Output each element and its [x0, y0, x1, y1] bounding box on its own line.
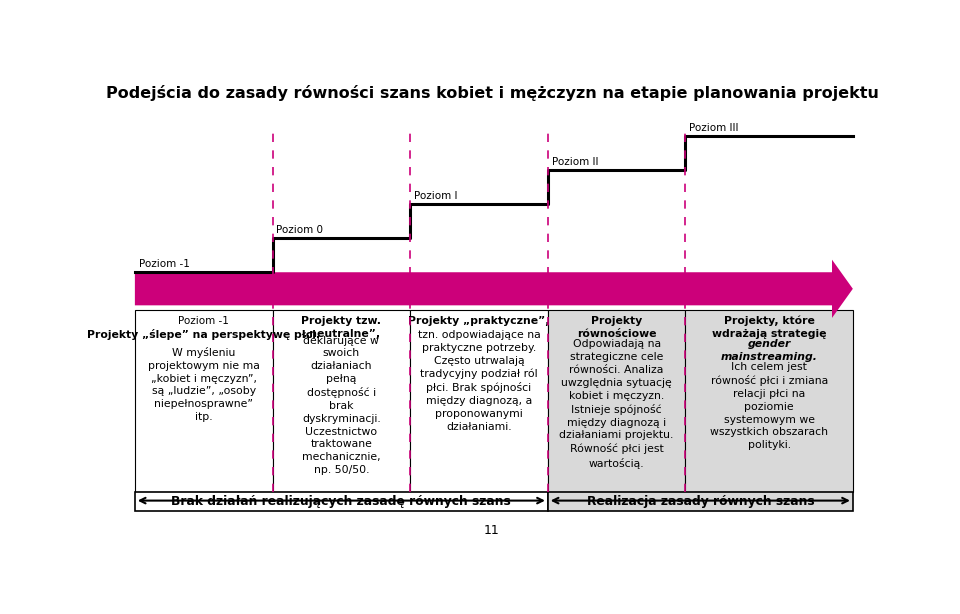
- Text: deklarujące w
swoich
działaniach
pełną
dostępność i
brak
dyskryminacji.
Uczestni: deklarujące w swoich działaniach pełną d…: [302, 336, 381, 475]
- Text: Projekty, które
wdrażają strategię: Projekty, które wdrażają strategię: [712, 316, 827, 339]
- Text: Poziom 0: Poziom 0: [276, 225, 324, 235]
- Text: Podejścia do zasady równości szans kobiet i mężczyzn na etapie planowania projek: Podejścia do zasady równości szans kobie…: [106, 85, 878, 101]
- Text: 11: 11: [484, 524, 500, 537]
- Bar: [134, 310, 273, 492]
- Text: Ich celem jest
równość płci i zmiana
relacji płci na
poziomie
systemowym we
wszy: Ich celem jest równość płci i zmiana rel…: [710, 362, 828, 450]
- Bar: [134, 492, 548, 511]
- Text: Brak działań realizujących zasadę równych szans: Brak działań realizujących zasadę równyc…: [172, 495, 512, 508]
- Text: Poziom III: Poziom III: [689, 123, 738, 133]
- Bar: [410, 310, 548, 492]
- Text: W myśleniu
projektowym nie ma
„kobiet i męczyzn”,
są „ludzie”, „osoby
niepełnosp: W myśleniu projektowym nie ma „kobiet i …: [148, 347, 259, 422]
- Text: Odpowiadają na
strategiczne cele
równości. Analiza
uwzględnia sytuację
kobiet i : Odpowiadają na strategiczne cele równośc…: [560, 340, 674, 468]
- Text: Poziom I: Poziom I: [414, 191, 457, 201]
- Text: Projekty „ślepe” na perspektywę płci.: Projekty „ślepe” na perspektywę płci.: [87, 329, 321, 340]
- Bar: [685, 310, 852, 492]
- Text: Poziom II: Poziom II: [551, 157, 598, 167]
- Text: Projekty tzw.
„neutralne”,: Projekty tzw. „neutralne”,: [301, 316, 381, 338]
- Bar: [548, 310, 685, 492]
- Text: tzn. odpowiadające na
praktyczne potrzeby.
Często utrwalają
tradycyjny podział r: tzn. odpowiadające na praktyczne potrzeb…: [418, 330, 540, 432]
- Text: Poziom -1: Poziom -1: [138, 259, 189, 269]
- Bar: [273, 310, 410, 492]
- Text: gender
mainstreaming.: gender mainstreaming.: [721, 340, 818, 362]
- Text: Projekty „praktyczne”,: Projekty „praktyczne”,: [408, 316, 550, 326]
- Bar: [548, 492, 852, 511]
- Polygon shape: [134, 260, 852, 318]
- Text: Realizacja zasady równych szans: Realizacja zasady równych szans: [587, 495, 814, 508]
- Text: Poziom -1: Poziom -1: [179, 316, 229, 326]
- Text: Projekty
równościowe: Projekty równościowe: [577, 316, 657, 338]
